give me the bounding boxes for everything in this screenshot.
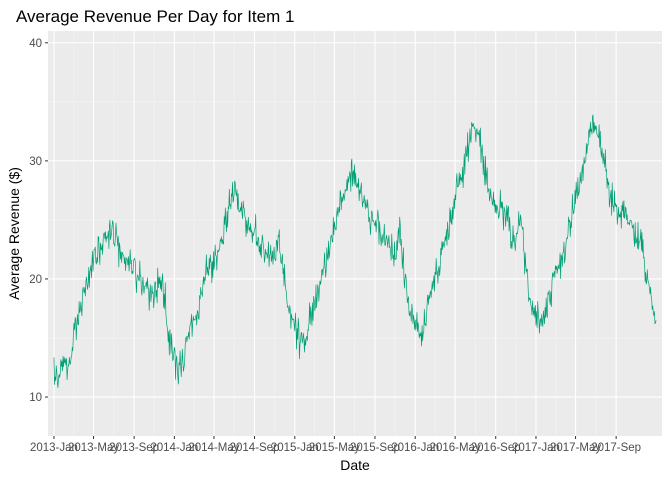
minor-grid xyxy=(48,31,662,436)
x-tick-label: 2015-May xyxy=(309,442,360,454)
y-axis-title: Average Revenue ($) xyxy=(6,167,22,300)
y-axis: 10 20 30 40 xyxy=(29,38,48,404)
y-tick-label: 40 xyxy=(29,38,42,50)
series-line xyxy=(53,114,657,388)
x-tick-label: 2017-Sep xyxy=(591,442,641,454)
y-tick-label: 10 xyxy=(29,392,42,404)
x-tick-label: 2015-Sep xyxy=(350,442,400,454)
major-grid xyxy=(48,31,662,436)
x-tick-label: 2014-May xyxy=(188,442,239,454)
x-tick-label: 2016-Jan xyxy=(391,442,439,454)
chart-title: Average Revenue Per Day for Item 1 xyxy=(16,7,294,26)
y-tick-label: 20 xyxy=(29,274,42,286)
x-tick-label: 2017-May xyxy=(550,442,601,454)
x-tick-label: 2013-Sep xyxy=(109,442,159,454)
x-tick-label: 2017-Jan xyxy=(512,442,560,454)
y-tick-label: 30 xyxy=(29,156,42,168)
x-tick-label: 2013-May xyxy=(68,442,119,454)
series-layer xyxy=(53,114,657,388)
x-tick-label: 2014-Jan xyxy=(150,442,198,454)
x-tick-label: 2016-May xyxy=(430,442,481,454)
x-tick-label: 2014-Sep xyxy=(230,442,280,454)
x-axis: 2013-Jan2013-May2013-Sep2014-Jan2014-May… xyxy=(30,436,641,454)
x-axis-title: Date xyxy=(340,457,370,473)
plot-panel xyxy=(48,31,662,436)
x-tick-label: 2015-Jan xyxy=(271,442,319,454)
x-tick-label: 2016-Sep xyxy=(471,442,521,454)
x-tick-label: 2013-Jan xyxy=(30,442,78,454)
